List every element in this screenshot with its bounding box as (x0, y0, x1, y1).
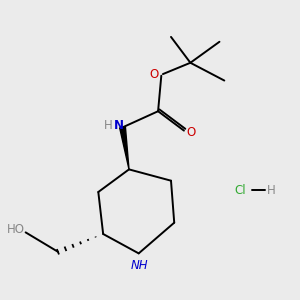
Polygon shape (120, 127, 129, 169)
Text: N: N (114, 119, 124, 132)
Text: O: O (150, 68, 159, 81)
Text: O: O (186, 126, 196, 139)
Text: Cl: Cl (235, 184, 246, 197)
Text: H: H (103, 119, 112, 132)
Text: NH: NH (131, 259, 148, 272)
Text: HO: HO (7, 223, 25, 236)
Text: H: H (267, 184, 275, 197)
